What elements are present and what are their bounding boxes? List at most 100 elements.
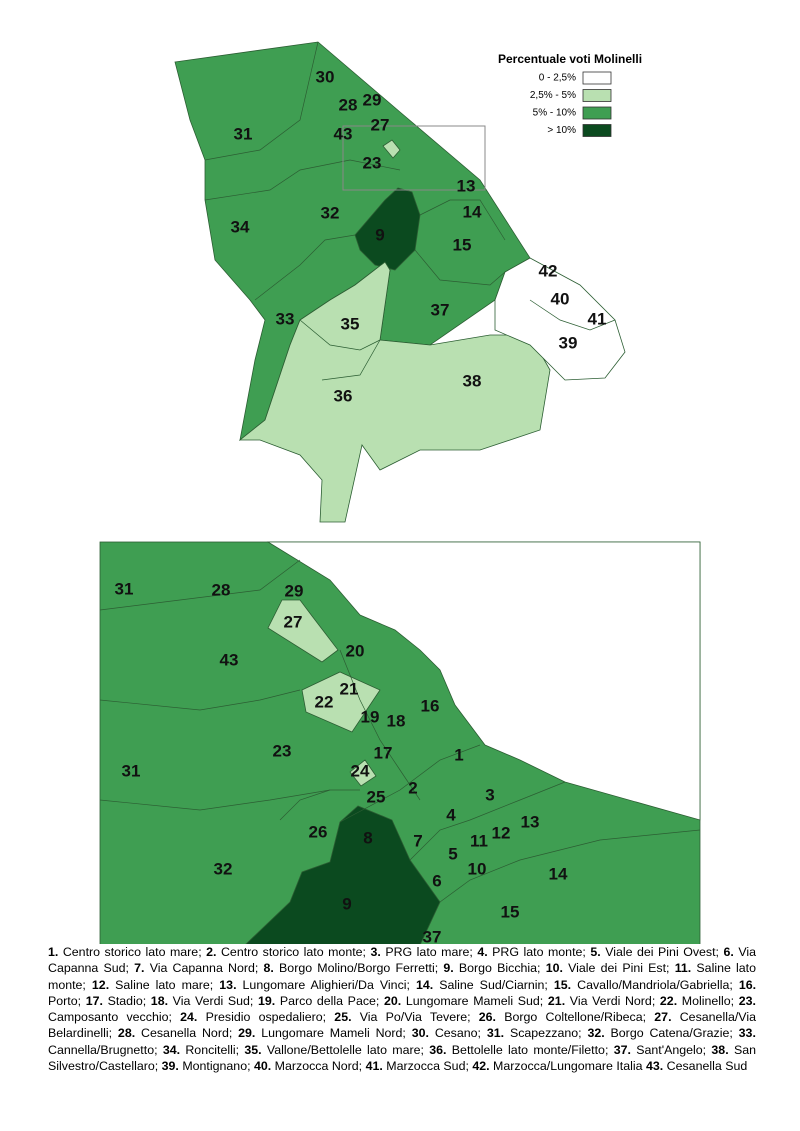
- key-name: Viale dei Pini Ovest;: [605, 945, 719, 959]
- zone-label: 23: [363, 153, 382, 172]
- zone-label: 27: [371, 115, 390, 134]
- zone-label: 33: [276, 309, 295, 328]
- legend-label: 5% - 10%: [533, 108, 576, 119]
- key-number: 28.: [117, 1026, 136, 1041]
- key-number: 35.: [244, 1042, 262, 1057]
- key-name: Cesanella Nord;: [141, 1026, 233, 1041]
- key-number: 21.: [547, 993, 566, 1008]
- key-number: 18.: [150, 993, 169, 1008]
- key-name: Cesanella/Via Belardinelli;: [48, 1010, 756, 1041]
- key-number: 17.: [85, 993, 103, 1008]
- zone-label: 9: [375, 225, 384, 244]
- key-number: 42.: [472, 1059, 490, 1074]
- zone-border: [419, 199, 506, 241]
- key-name: Bettolelle lato monte/Filetto;: [451, 1042, 609, 1057]
- key-name: Via Verdi Sud;: [172, 993, 254, 1008]
- legend-swatch: [582, 124, 612, 137]
- zone-label: 11: [470, 831, 488, 850]
- zone-label: 34: [231, 217, 250, 236]
- key-name: Viale dei Pini Est;: [568, 961, 670, 976]
- zone-border: [339, 744, 481, 823]
- zone-area: [301, 671, 381, 733]
- key-number: 26.: [478, 1010, 496, 1025]
- key-number: 40.: [253, 1059, 272, 1074]
- key-number: 15.: [553, 977, 572, 992]
- key-name: Saline lato mare;: [115, 977, 214, 992]
- zone-label: 16: [421, 696, 440, 715]
- key-name: Borgo Coltellone/Ribeca;: [504, 1010, 647, 1025]
- zone-label: 15: [501, 902, 520, 921]
- zone-label: 20: [346, 641, 365, 660]
- key-number: 38.: [711, 1042, 729, 1057]
- zone-label: 5: [448, 844, 457, 863]
- key-name: Presidio ospedaliero;: [205, 1010, 327, 1025]
- key-name: Marzocca Nord;: [274, 1059, 363, 1074]
- zone-label: 14: [549, 864, 568, 883]
- legend-swatch: [582, 89, 612, 102]
- key-number: 43.: [645, 1059, 664, 1074]
- key-number: 9.: [443, 961, 454, 976]
- key-number: 1.: [48, 945, 59, 959]
- key-number: 23.: [738, 993, 756, 1008]
- key-number: 6.: [723, 945, 734, 959]
- key-number: 39.: [161, 1059, 179, 1074]
- key-number: 4.: [477, 945, 488, 959]
- zone-label: 30: [316, 67, 335, 86]
- zone-area: [494, 257, 626, 381]
- key-number: 2.: [206, 945, 217, 959]
- main-map: [174, 41, 626, 523]
- key-number: 5.: [590, 945, 601, 959]
- inset-frame-marker: [342, 125, 486, 191]
- zone-label: 31: [122, 761, 141, 780]
- key-name: Scapezzano;: [509, 1026, 582, 1041]
- zone-border: [409, 781, 566, 861]
- zone-border: [414, 249, 506, 286]
- zone-label: 43: [334, 124, 353, 143]
- zone-area: [245, 805, 441, 944]
- zone-label: 15: [453, 235, 472, 254]
- inset-map: [99, 541, 701, 944]
- zone-label: 18: [387, 711, 406, 730]
- key-name: Camposanto vecchio;: [48, 1010, 172, 1025]
- key-name: Borgo Catena/Grazie;: [610, 1026, 733, 1041]
- zone-label: 32: [214, 859, 233, 878]
- key-number: 41.: [365, 1059, 383, 1074]
- key-name: PRG lato monte;: [492, 945, 586, 959]
- zone-label: 25: [367, 787, 386, 806]
- key-number: 20.: [384, 993, 402, 1008]
- zone-label: 23: [273, 741, 292, 760]
- zone-label: 9: [342, 894, 351, 913]
- zone-label: 39: [559, 333, 578, 352]
- zone-label: 42: [539, 261, 558, 280]
- key-number: 7.: [134, 961, 145, 976]
- zone-label: 7: [413, 831, 422, 850]
- key-number: 8.: [263, 961, 274, 976]
- zone-border: [279, 789, 331, 821]
- zone-label: 40: [551, 289, 570, 308]
- zone-label: 24: [351, 761, 370, 780]
- key-name: Via Po/Via Tevere;: [359, 1010, 471, 1025]
- key-name: Via Verdi Nord;: [569, 993, 656, 1008]
- key-name: Cavallo/Mandriola/Gabriella;: [577, 977, 733, 992]
- key-name: Borgo Bicchia;: [458, 961, 541, 976]
- key-name: Lungomare Alighieri/Da Vinci;: [242, 977, 410, 992]
- legend-label: 0 - 2,5%: [539, 73, 576, 84]
- zone-label: 28: [212, 580, 231, 599]
- zone-label: 29: [285, 581, 304, 600]
- key-name: Cesano;: [434, 1026, 481, 1041]
- key-number: 3.: [370, 945, 381, 959]
- zone-label: 35: [341, 314, 360, 333]
- key-number: 24.: [180, 1010, 198, 1025]
- key-name: Marzocca Sud;: [386, 1059, 469, 1074]
- zone-label: 37: [431, 300, 450, 319]
- zone-border: [99, 689, 301, 711]
- zone-label: 27: [284, 612, 303, 631]
- key-number: 19.: [258, 993, 276, 1008]
- zone-label: 43: [220, 650, 239, 669]
- key-name: Porto;: [48, 993, 82, 1008]
- zone-label: 13: [521, 812, 540, 831]
- key-name: Borgo Molino/Borgo Ferretti;: [279, 961, 439, 976]
- key-number: 29.: [238, 1026, 256, 1041]
- zone-label: 26: [309, 822, 328, 841]
